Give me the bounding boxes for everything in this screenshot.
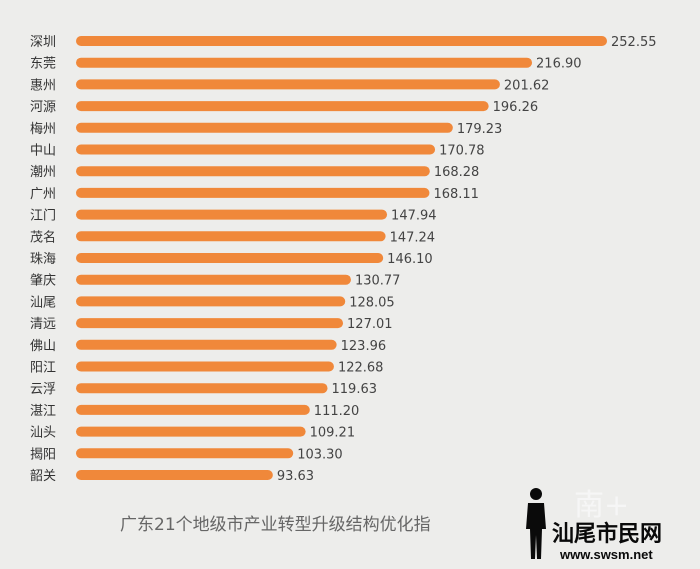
- bar: [76, 318, 344, 329]
- value-label: 147.94: [391, 209, 437, 224]
- category-label: 肇庆: [30, 274, 56, 289]
- category-label: 茂名: [30, 229, 56, 245]
- category-label: 深圳: [30, 35, 56, 50]
- category-label: 清远: [30, 317, 56, 332]
- value-label: 252.55: [611, 35, 657, 50]
- bar: [76, 426, 306, 437]
- site-watermark: 南+ 汕尾市民网 www.swsm.net: [526, 488, 662, 562]
- bar: [76, 448, 294, 459]
- value-label: 146.10: [387, 252, 433, 267]
- bars-layer: 深圳 252.55 东莞 216.90 惠州 201.62 河源 196.26 梅州 179.23…: [30, 35, 657, 484]
- category-label: 揭阳: [30, 447, 56, 462]
- bar: [76, 296, 346, 307]
- category-label: 东莞: [30, 57, 56, 72]
- person-silhouette-icon: [526, 488, 546, 559]
- watermark-url: www.swsm.net: [559, 547, 653, 562]
- category-label: 河源: [30, 100, 56, 115]
- bar: [76, 274, 351, 285]
- bar: [76, 122, 453, 133]
- value-label: 196.26: [493, 100, 538, 115]
- category-label: 潮州: [30, 165, 56, 180]
- value-label: 127.01: [347, 317, 393, 332]
- bar: [76, 383, 328, 394]
- watermark-faint-text: 南+: [574, 488, 629, 523]
- bar: [76, 470, 273, 480]
- bar: [76, 144, 436, 155]
- watermark-site-name: 汕尾市民网: [552, 521, 662, 547]
- category-label: 云浮: [30, 382, 56, 397]
- bar: [76, 187, 430, 198]
- value-label: 170.78: [439, 144, 485, 159]
- value-label: 122.68: [338, 361, 384, 376]
- value-label: 103.30: [297, 447, 343, 462]
- value-label: 201.62: [504, 78, 550, 93]
- category-label: 珠海: [30, 252, 56, 267]
- category-label: 汕尾: [30, 295, 56, 310]
- value-label: 130.77: [355, 274, 401, 289]
- bar: [76, 36, 607, 46]
- category-label: 韶关: [30, 468, 56, 484]
- value-label: 168.11: [433, 187, 479, 202]
- bar: [76, 166, 430, 177]
- value-label: 119.63: [332, 382, 378, 397]
- category-label: 惠州: [30, 78, 56, 93]
- value-label: 93.63: [277, 469, 314, 484]
- value-label: 168.28: [434, 165, 480, 180]
- bar: [76, 57, 533, 68]
- value-label: 111.20: [314, 404, 360, 419]
- bar: [76, 231, 386, 242]
- category-label: 阳江: [30, 361, 56, 376]
- bar: [76, 253, 384, 263]
- category-label: 江门: [30, 209, 56, 224]
- bar: [76, 339, 337, 350]
- category-label: 梅州: [30, 122, 56, 137]
- value-label: 179.23: [457, 122, 503, 137]
- bar: [76, 404, 310, 415]
- bar: [76, 79, 500, 90]
- value-label: 109.21: [310, 426, 356, 441]
- bar: [76, 361, 334, 372]
- value-label: 216.90: [536, 57, 582, 72]
- value-label: 147.24: [390, 230, 436, 245]
- category-label: 中山: [30, 144, 56, 159]
- category-label: 汕头: [30, 426, 56, 441]
- value-label: 123.96: [341, 339, 387, 354]
- category-label: 佛山: [30, 339, 56, 354]
- bar: [76, 209, 388, 220]
- chart-title: 广东21个地级市产业转型升级结构优化指: [120, 515, 431, 535]
- value-label: 128.05: [349, 295, 395, 310]
- category-label: 湛江: [30, 404, 56, 419]
- category-label: 广州: [30, 187, 56, 202]
- bar: [76, 101, 489, 112]
